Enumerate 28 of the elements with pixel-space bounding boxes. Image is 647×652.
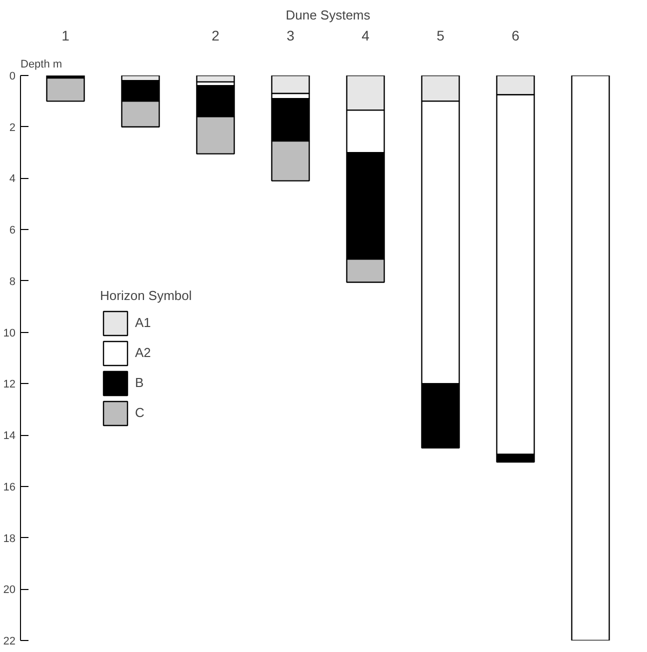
- x-tick-label: 2: [212, 28, 220, 44]
- x-tick-label: 5: [436, 28, 445, 44]
- y-tick-label: 18: [3, 532, 16, 545]
- x-tick-label: 1: [62, 28, 70, 44]
- x-tick-label: 6: [512, 28, 520, 44]
- legend-label: A2: [135, 345, 152, 360]
- legend-label: C: [135, 405, 146, 420]
- y-tick-label: 14: [3, 430, 16, 442]
- legend-label: A1: [135, 315, 152, 330]
- bar: [571, 76, 610, 640]
- y-tick-label: 16: [3, 481, 16, 494]
- bar: [271, 76, 310, 94]
- y-tick-label: 12: [3, 378, 16, 391]
- y-tick-label: 6: [9, 224, 16, 237]
- y-tick-label: 8: [9, 276, 16, 288]
- y-tick-label: 0: [9, 70, 16, 82]
- y-tick-label: 22: [3, 636, 16, 648]
- bar: [46, 77, 85, 102]
- legend-label: B: [135, 375, 145, 390]
- legend-title: Horizon Symbol: [100, 288, 192, 302]
- y-tick-label: 4: [9, 173, 16, 186]
- y-tick-label: 2: [9, 122, 16, 134]
- x-tick-label: 3: [286, 28, 295, 44]
- y-axis-title: Depth m: [20, 58, 62, 70]
- x-tick-label: 4: [362, 28, 370, 44]
- chart-title: Dune Systems: [286, 8, 371, 22]
- y-tick-label: 10: [3, 327, 16, 340]
- y-tick-label: 20: [3, 584, 16, 596]
